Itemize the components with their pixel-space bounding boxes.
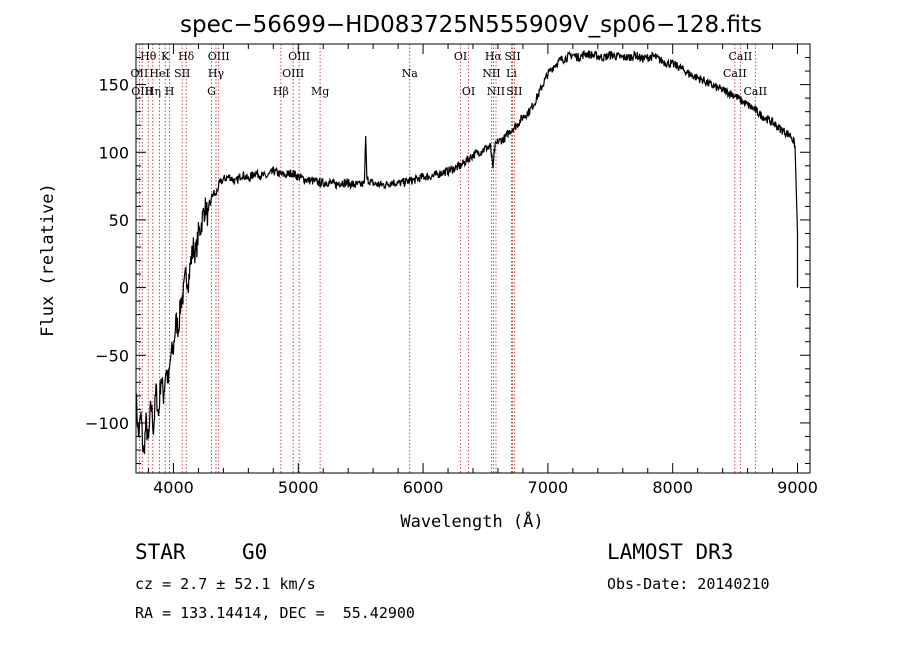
spectral-line-label: Hδ [178, 50, 195, 63]
y-tick-label: 100 [98, 143, 129, 162]
object-class: STAR [135, 540, 186, 564]
spectral-line-label: OI [462, 85, 475, 98]
spectral-line-label: OIII [208, 50, 230, 63]
y-tick-label: −100 [85, 414, 129, 433]
x-tick-label: 5000 [278, 478, 319, 497]
spectral-line-label: NII [487, 85, 505, 98]
x-tick-label: 8000 [652, 478, 693, 497]
spectral-line-label: G [207, 85, 216, 98]
spectral-line-markers: Hθ OII OIII K HeI Hη H SII Hδ OIII Hγ G Hβ OIII OIII Mg… [131, 44, 767, 473]
survey-name: LAMOST DR3 [607, 540, 734, 564]
spectral-line-label: SII [506, 85, 522, 98]
x-axis-label: Wavelength (Å) [400, 510, 543, 532]
spectral-line-label: Hβ [273, 85, 289, 98]
spectral-line-label: Mg [311, 85, 329, 98]
spectral-line-label: HeI [149, 67, 169, 80]
plot-frame [135, 43, 811, 474]
spectral-line-label: OIII [282, 67, 304, 80]
spectral-line-label: CaII [729, 50, 753, 63]
spectral-line-label: Hα [485, 50, 503, 63]
spectral-line-label: NII [482, 67, 500, 80]
y-tick-label: 150 [98, 76, 129, 95]
spectral-line-label: Hθ [140, 50, 157, 63]
spectral-line-label: CaII [743, 85, 767, 98]
spectral-line-label: OIII [131, 85, 153, 98]
axis-ticks: 4000 5000 6000 7000 8000 9000 −100 −50 0 50 100 150 [85, 44, 818, 497]
y-tick-label: 50 [109, 211, 129, 230]
spectral-line-label: OIII [288, 50, 310, 63]
spectral-line-label: Na [402, 67, 419, 80]
x-tick-label: 6000 [403, 478, 444, 497]
spectral-line-label: H [165, 85, 175, 98]
redshift-text: cz = 2.7 ± 52.1 km/s [135, 575, 316, 593]
chart-title: spec−56699−HD083725N555909V_sp06−128.fit… [180, 12, 762, 38]
spectrum-series-line [135, 49, 799, 455]
spectral-line-label: OI [454, 50, 467, 63]
spectral-line-label: SII [504, 50, 520, 63]
spectral-line-label: Li [506, 67, 517, 80]
spectral-line-label: Hγ [208, 67, 225, 80]
object-subclass: G0 [242, 540, 268, 564]
x-tick-label: 7000 [528, 478, 569, 497]
y-axis-label: Flux (relative) [38, 183, 58, 337]
y-tick-label: −50 [95, 346, 129, 365]
spectral-line-label: CaII [723, 67, 747, 80]
spectral-line-label: Hη [145, 85, 161, 98]
x-tick-label: 4000 [153, 478, 194, 497]
spectral-line-label: K [161, 50, 170, 63]
coordinates-text: RA = 133.14414, DEC = 55.42900 [135, 604, 415, 622]
spectral-line-label: SII [174, 67, 190, 80]
x-tick-label: 9000 [777, 478, 818, 497]
spectral-line-label: OII [131, 67, 149, 80]
obs-date-text: Obs-Date: 20140210 [607, 575, 770, 593]
y-tick-label: 0 [119, 279, 129, 298]
